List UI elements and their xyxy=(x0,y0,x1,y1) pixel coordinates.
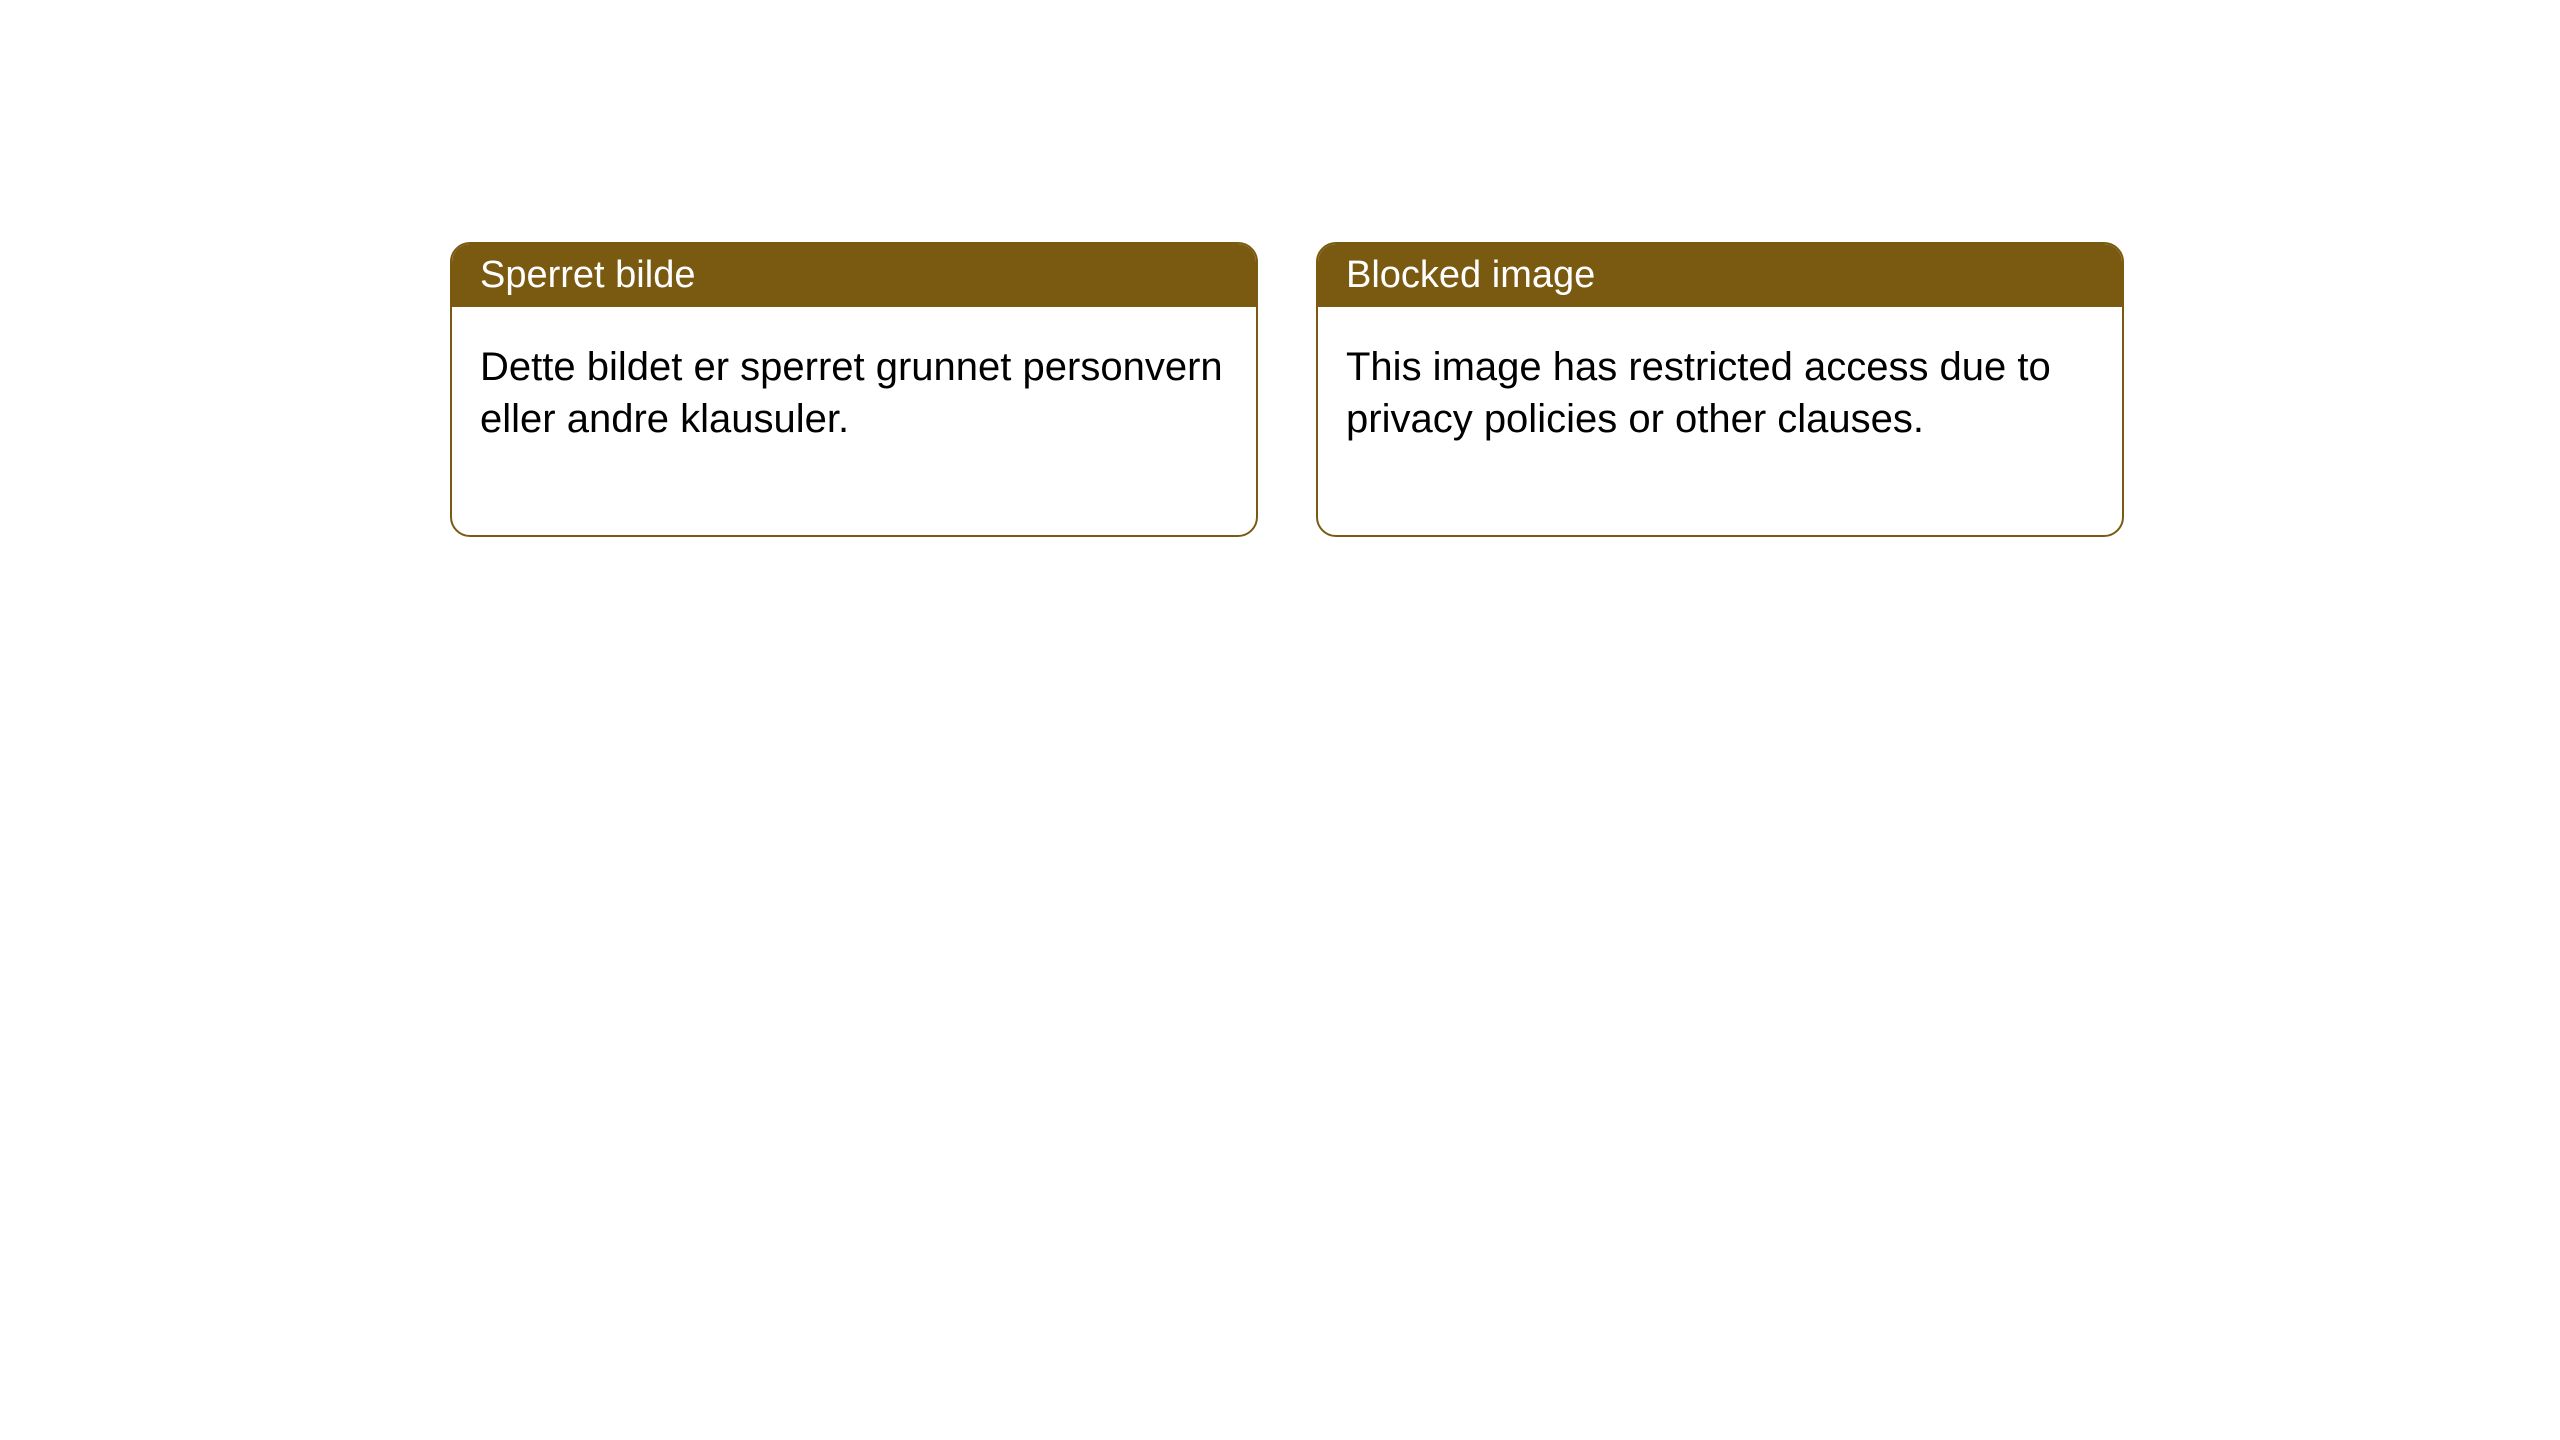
notice-card-english: Blocked image This image has restricted … xyxy=(1316,242,2124,537)
card-body-text: This image has restricted access due to … xyxy=(1346,345,2051,441)
card-header: Sperret bilde xyxy=(452,244,1256,307)
notice-card-norwegian: Sperret bilde Dette bildet er sperret gr… xyxy=(450,242,1258,537)
card-body-text: Dette bildet er sperret grunnet personve… xyxy=(480,345,1223,441)
card-title: Blocked image xyxy=(1346,254,1595,296)
card-body: Dette bildet er sperret grunnet personve… xyxy=(452,307,1256,535)
card-body: This image has restricted access due to … xyxy=(1318,307,2122,535)
notice-container: Sperret bilde Dette bildet er sperret gr… xyxy=(0,0,2560,537)
card-header: Blocked image xyxy=(1318,244,2122,307)
card-title: Sperret bilde xyxy=(480,254,695,296)
